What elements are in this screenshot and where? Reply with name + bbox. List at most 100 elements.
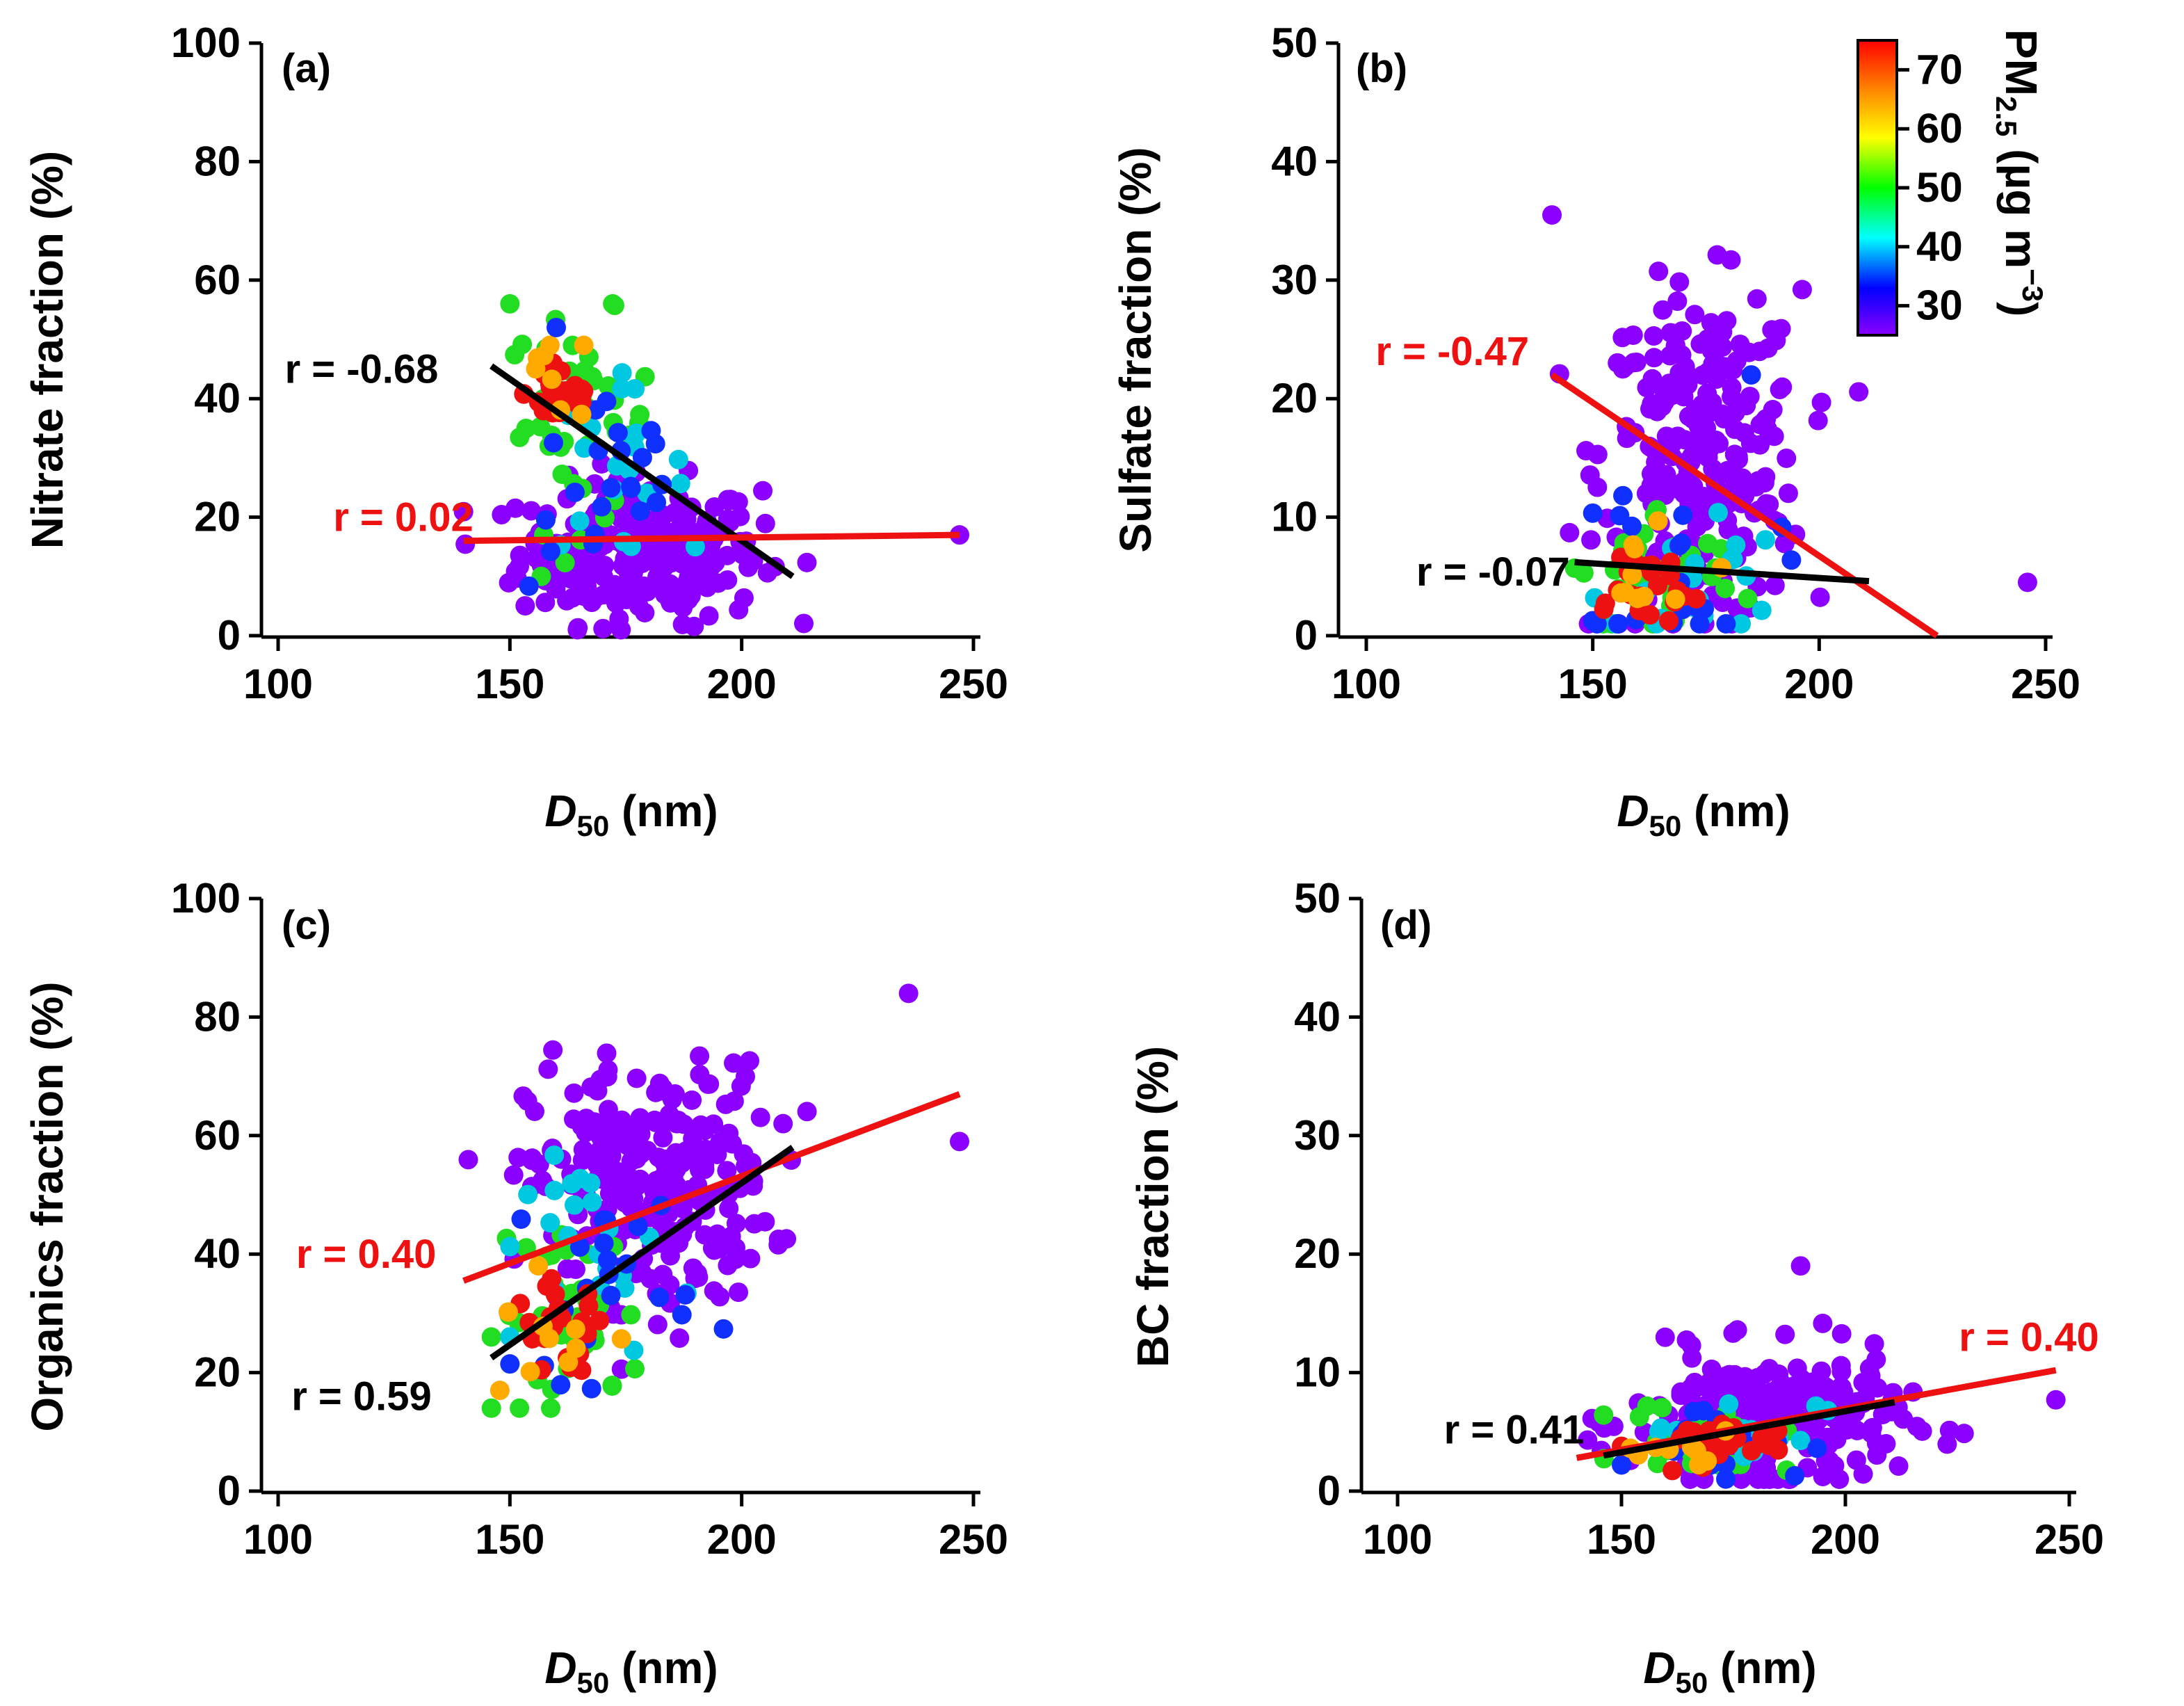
scatter-point (667, 1113, 687, 1134)
scatter-point (453, 501, 474, 522)
panel-label: (c) (282, 903, 331, 948)
scatter-point (1785, 1466, 1805, 1486)
scatter-point (1723, 1323, 1743, 1343)
scatter-point (1849, 382, 1869, 402)
scatter-point (551, 1375, 571, 1395)
scatter-point (695, 518, 715, 538)
scatter-point (572, 1150, 592, 1170)
scatter-point (540, 335, 560, 355)
scatter-point (1777, 448, 1797, 468)
scatter-point (601, 478, 621, 498)
scatter-point (1813, 1313, 1833, 1333)
scatter-point (544, 433, 564, 453)
colorbar-title-main: PM (1996, 29, 2046, 96)
scatter-point (1701, 313, 1721, 333)
scatter-point (612, 363, 632, 383)
scatter-point (1868, 1378, 1888, 1398)
scatter-point (524, 1101, 544, 1121)
scatter-point (606, 1122, 626, 1143)
scatter-point (731, 1076, 751, 1096)
y-tick-label: 0 (1295, 612, 1318, 659)
scatter-point (520, 1362, 540, 1382)
colorbar-title: PM2.5 (µg m−3) (1990, 29, 2049, 316)
scatter-point (617, 1135, 637, 1155)
scatter-point (519, 576, 539, 596)
y-tick-label: 80 (194, 138, 241, 184)
scatter-point (602, 1376, 622, 1396)
scatter-point (1778, 483, 1798, 504)
scatter-point (1708, 503, 1728, 523)
scatter-point (511, 1209, 531, 1229)
scatter-point (601, 1146, 622, 1166)
scatter-point (681, 586, 701, 606)
y-tick-label: 60 (194, 257, 241, 303)
colorbar: 30 40 50 60 70 PM2.5 (µg m−3) (1857, 29, 2049, 337)
scatter-point (1864, 1334, 1884, 1354)
scatter-point (570, 1237, 590, 1257)
scatter-point (1719, 1394, 1739, 1414)
scatter-point (1725, 419, 1745, 440)
scatter-point (713, 1319, 734, 1339)
scatter-point (1581, 530, 1601, 550)
scatter-point (625, 1359, 645, 1379)
y-tick-label: 100 (171, 875, 241, 922)
y-tick-label: 20 (1271, 375, 1318, 421)
scatter-point (540, 1213, 560, 1233)
colorbar-tick-label: 30 (1916, 282, 1963, 329)
scatter-point (655, 556, 675, 577)
scatter-point (750, 1107, 770, 1127)
scatter-point (1682, 1348, 1702, 1368)
y-tick-label: 20 (194, 494, 241, 540)
scatter-point (1587, 444, 1608, 465)
y-tick-label: 20 (194, 1349, 241, 1396)
scatter-point (544, 1180, 565, 1200)
scatter-point (1768, 1379, 1788, 1399)
scatter-point (626, 423, 647, 443)
scatter-point (1640, 605, 1660, 625)
scatter-point (555, 553, 575, 573)
x-axis-label: D50 (nm) (544, 786, 718, 842)
scatter-point (590, 1127, 610, 1148)
scatter-point (1595, 593, 1615, 613)
scatter-point (481, 1398, 501, 1418)
y-tick-label: 0 (1318, 1467, 1341, 1514)
scatter-point (621, 1305, 641, 1325)
colorbar-title-rest: (µg m (1996, 136, 2046, 268)
scatter-point (718, 1255, 738, 1276)
scatter-point (1722, 466, 1742, 486)
scatter-point (797, 552, 817, 572)
scatter-point (668, 449, 688, 469)
scatter-point (1583, 503, 1603, 523)
scatter-point (1612, 1455, 1631, 1475)
scatter-point (685, 1269, 705, 1289)
x-axis-label-italic: D (544, 786, 576, 836)
scatter-point (1676, 1330, 1697, 1350)
scatter-point (1790, 1431, 1811, 1451)
scatter-point (677, 571, 697, 591)
panel-label: (a) (282, 46, 331, 91)
scatter-point (653, 1127, 673, 1148)
scatter-point (1587, 613, 1607, 634)
scatter-point (695, 1225, 715, 1245)
scatter-point (608, 423, 628, 443)
scatter-point (1847, 1421, 1868, 1441)
scatter-point (1715, 579, 1736, 599)
x-tick-label: 100 (243, 1516, 313, 1563)
scatter-point (1722, 378, 1742, 398)
scatter-point (1637, 378, 1657, 398)
scatter-point (597, 1067, 617, 1087)
scatter-point (1612, 328, 1633, 348)
scatter-point (1608, 613, 1628, 634)
scatter-points (1578, 1256, 2066, 1489)
scatter-point (567, 620, 588, 640)
scatter-point (528, 348, 548, 368)
scatter-point (581, 1378, 601, 1399)
scatter-point (1663, 1460, 1683, 1481)
scatter-point (1652, 1398, 1672, 1418)
scatter-point (632, 448, 652, 468)
scatter-point (672, 554, 693, 574)
scatter-point (1663, 385, 1683, 405)
scatter-point (1713, 404, 1733, 424)
scatter-point (1628, 588, 1648, 609)
scatter-point (1798, 1381, 1818, 1401)
